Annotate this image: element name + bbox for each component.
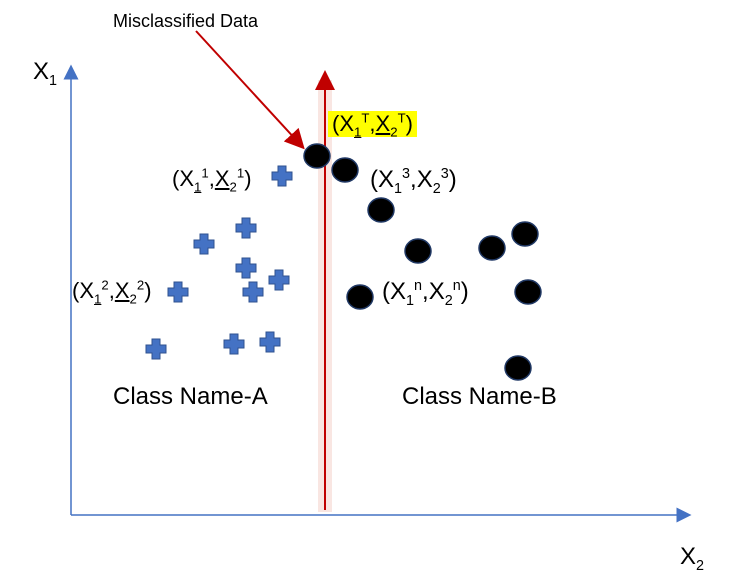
class-a-label: Class Name-A [113, 383, 268, 410]
class-b-points [303, 143, 542, 381]
class-a-cross-5 [268, 269, 290, 291]
class-a-points [145, 165, 293, 360]
class-a-cross-8 [145, 338, 167, 360]
class-b-dot-7 [346, 284, 374, 310]
y-axis-label: X1 [33, 58, 58, 89]
point-label-n: (X1n,X2n) [382, 278, 469, 309]
misclassified-title: Misclassified Data [113, 11, 259, 31]
misclassified-arrow [195, 30, 305, 150]
class-b-label: Class Name-B [402, 383, 557, 410]
point-label-3: (X13,X23) [370, 166, 457, 197]
misclassified-point [303, 143, 331, 169]
class-a-cross-10 [259, 331, 281, 353]
point-label-misclassified: (X1T,X2T) [328, 111, 417, 138]
class-a-cross-3 [193, 233, 215, 255]
class-b-dot-2 [331, 157, 359, 183]
class-b-dot-9 [504, 355, 532, 381]
point-label-1: (X11,X21) [172, 165, 252, 195]
class-a-cross-2 [235, 217, 257, 239]
class-b-dot-4 [404, 238, 432, 264]
class-b-dot-5 [478, 235, 506, 261]
class-b-dot-6 [511, 221, 539, 247]
class-a-cross-4 [235, 257, 257, 279]
class-b-dot-8 [514, 279, 542, 305]
class-a-cross-9 [223, 333, 245, 355]
point-label-2: (X12,X22) [72, 277, 152, 307]
class-b-dot-3 [367, 197, 395, 223]
x-axis-label: X2 [680, 543, 705, 574]
class-a-cross-7 [167, 281, 189, 303]
class-a-cross-1 [271, 165, 293, 187]
class-a-cross-6 [242, 281, 264, 303]
